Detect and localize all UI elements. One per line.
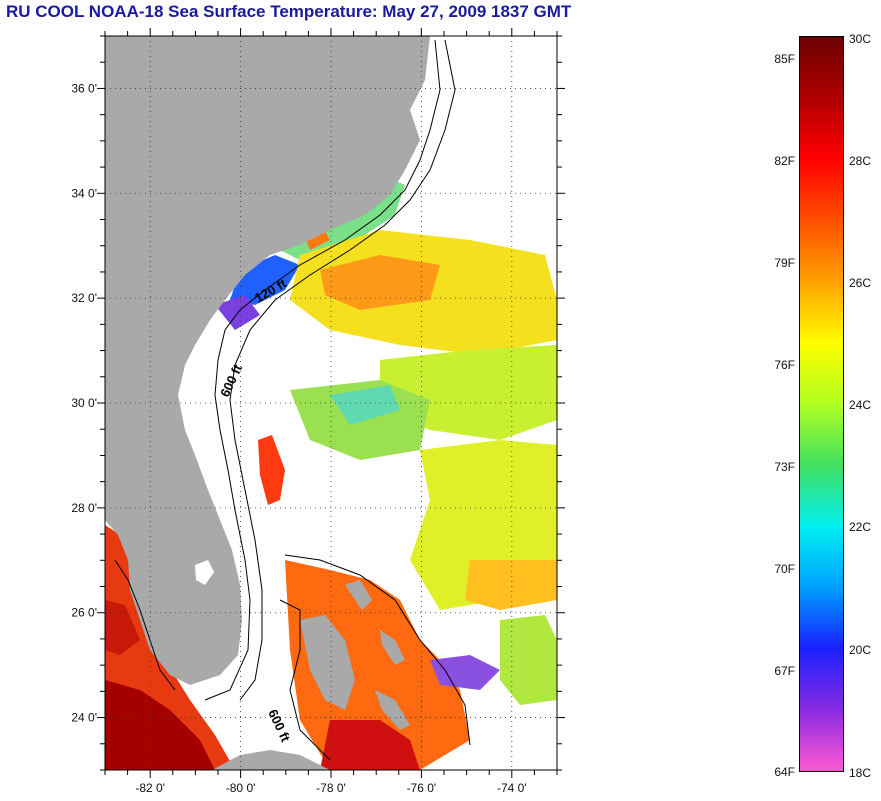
contour-600ft — [229, 39, 456, 701]
land-cuba — [212, 750, 330, 770]
colorbar-f-label: 82F — [774, 154, 795, 168]
sst-gulf-hot — [105, 680, 215, 770]
contour-gulf — [114, 559, 176, 691]
sst-straits-red — [258, 435, 285, 505]
colorbar-c-label: 20C — [849, 643, 872, 657]
colorbar-c-label: 22C — [849, 520, 872, 534]
sst-bahamas-green — [500, 615, 557, 705]
sst-bahamas-deep-red — [320, 720, 420, 770]
contour-bahamas — [284, 554, 471, 746]
colorbar-f-label: 76F — [774, 358, 795, 372]
sst-bahamas-bank — [285, 560, 470, 770]
colorbar-f-label: 85F — [774, 52, 795, 66]
lat-tick-label: 24 0' — [71, 711, 97, 725]
graticule — [105, 36, 557, 770]
lat-tick-label: 32 0' — [71, 291, 97, 305]
sst-central-cyan — [330, 385, 400, 425]
land-andros — [300, 615, 355, 710]
temperature-colorbar — [799, 36, 844, 772]
contour-bahamas-inner — [279, 599, 331, 761]
lat-tick-label: 26 0' — [71, 606, 97, 620]
map-title: RU COOL NOAA-18 Sea Surface Temperature:… — [6, 2, 572, 21]
lat-tick-label: 28 0' — [71, 501, 97, 515]
lat-tick-label: 36 0' — [71, 81, 97, 95]
colorbar-f-label: 73F — [774, 460, 795, 474]
lat-tick-label: 34 0' — [71, 186, 97, 200]
colorbar-c-label: 18C — [849, 766, 872, 780]
axis-tick-labels: -82 0' -80 0' -78 0' -76 0' -74 0' 36 0' 34 0'… — [71, 81, 526, 795]
lon-tick-label: -80 0' — [226, 781, 256, 795]
colorbar-c-label: 30C — [849, 32, 872, 46]
bathymetry-contours — [114, 39, 471, 761]
lon-tick-label: -78 0' — [316, 781, 346, 795]
sst-gulf-mid — [105, 600, 140, 655]
land-eleuthera — [380, 630, 405, 665]
contour-120ft — [204, 39, 441, 701]
colorbar-c-label: 28C — [849, 154, 872, 168]
colorbar-f-label: 67F — [774, 664, 795, 678]
land-exuma — [375, 690, 410, 730]
sst-bahamas-orange — [465, 560, 557, 610]
sst-carolina-purple — [215, 295, 260, 330]
lat-tick-label: 30 0' — [71, 396, 97, 410]
colorbar-f-label: 64F — [774, 765, 795, 779]
colorbar-c-label: 26C — [849, 276, 872, 290]
land-abaco — [345, 580, 372, 610]
colorbar-f-label: 79F — [774, 256, 795, 270]
sst-exuma-purple — [430, 655, 500, 690]
lon-tick-label: -76 0' — [407, 781, 437, 795]
sst-offshore-orange — [320, 255, 440, 310]
colorbar-c-label: 24C — [849, 398, 872, 412]
lon-tick-label: -74 0' — [497, 781, 527, 795]
lake-okeechobee — [195, 560, 214, 585]
land-us-southeast — [105, 36, 430, 685]
lon-tick-label: -82 0' — [135, 781, 165, 795]
colorbar-f-label: 70F — [774, 562, 795, 576]
axis-ticks — [97, 28, 565, 778]
